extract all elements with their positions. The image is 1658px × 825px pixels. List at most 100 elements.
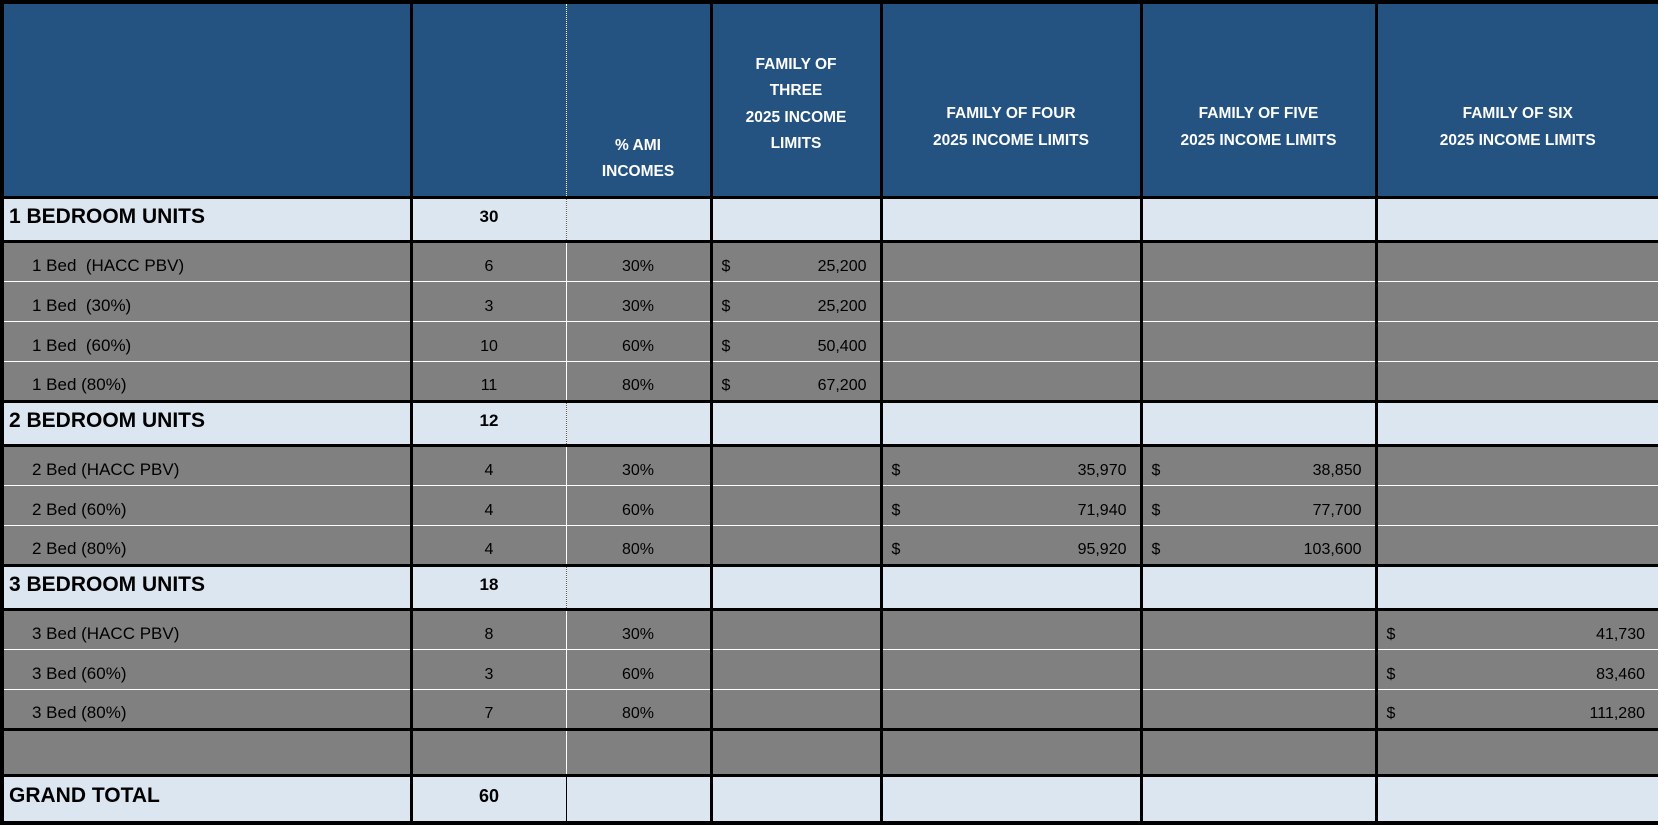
unit-count-cell[interactable]: 18 (409, 563, 566, 611)
row-label-cell[interactable]: 1 Bed (30%) (2, 280, 411, 321)
income-cell-f5[interactable] (1139, 773, 1376, 823)
income-cell-f5[interactable] (1139, 563, 1376, 611)
row-label-cell[interactable]: 3 Bed (60%) (2, 648, 411, 689)
income-cell-f3[interactable] (709, 399, 881, 447)
ami-percent-cell[interactable]: 80% (565, 688, 711, 729)
ami-percent-cell[interactable]: 60% (565, 648, 711, 689)
unit-count-cell[interactable]: 3 (409, 648, 566, 689)
income-cell-f5[interactable] (1139, 688, 1376, 729)
income-cell-f6[interactable] (1374, 727, 1658, 775)
ami-percent-cell[interactable] (565, 399, 711, 447)
income-cell-f6[interactable] (1374, 399, 1658, 447)
income-cell-f3[interactable] (709, 563, 881, 611)
ami-percent-cell[interactable]: 60% (565, 320, 711, 361)
income-cell-f6[interactable]: $111,280 (1374, 688, 1658, 729)
row-label-cell[interactable]: 3 Bed (80%) (2, 688, 411, 729)
income-cell-f6[interactable] (1374, 240, 1658, 281)
income-cell-f5[interactable] (1139, 608, 1376, 649)
unit-count-cell[interactable]: 8 (409, 608, 566, 649)
header-cell-family-of-six[interactable]: FAMILY OF SIX 2025 INCOME LIMITS (1374, 2, 1658, 199)
unit-count-cell[interactable]: 3 (409, 280, 566, 321)
header-cell-count[interactable] (409, 2, 566, 199)
income-cell-f3[interactable] (709, 444, 881, 485)
income-cell-f3[interactable]: $67,200 (709, 360, 881, 401)
income-cell-f3[interactable] (709, 195, 881, 243)
header-cell-ami-incomes[interactable]: % AMI INCOMES (565, 2, 711, 199)
row-label-cell[interactable]: 1 Bed (60%) (2, 320, 411, 361)
ami-percent-cell[interactable]: 30% (565, 280, 711, 321)
income-cell-f5[interactable] (1139, 240, 1376, 281)
income-cell-f4[interactable]: $71,940 (879, 484, 1141, 525)
income-cell-f3[interactable] (709, 727, 881, 775)
income-cell-f5[interactable]: $77,700 (1139, 484, 1376, 525)
income-cell-f4[interactable]: $95,920 (879, 524, 1141, 565)
unit-count-cell[interactable]: 4 (409, 524, 566, 565)
income-cell-f3[interactable]: $25,200 (709, 240, 881, 281)
income-cell-f4[interactable] (879, 688, 1141, 729)
income-cell-f5[interactable] (1139, 195, 1376, 243)
row-label-cell[interactable]: 3 BEDROOM UNITS (2, 563, 411, 611)
ami-percent-cell[interactable]: 30% (565, 608, 711, 649)
income-cell-f3[interactable]: $25,200 (709, 280, 881, 321)
income-cell-f3[interactable] (709, 484, 881, 525)
header-cell-label[interactable] (2, 2, 411, 199)
income-cell-f6[interactable] (1374, 773, 1658, 823)
ami-percent-cell[interactable] (565, 773, 711, 823)
ami-percent-cell[interactable] (565, 195, 711, 243)
income-cell-f6[interactable]: $41,730 (1374, 608, 1658, 649)
row-label-cell[interactable]: GRAND TOTAL (2, 773, 411, 823)
income-cell-f5[interactable]: $103,600 (1139, 524, 1376, 565)
income-cell-f6[interactable] (1374, 484, 1658, 525)
income-cell-f4[interactable] (879, 648, 1141, 689)
unit-count-cell[interactable] (409, 727, 566, 775)
unit-count-cell[interactable]: 4 (409, 484, 566, 525)
income-cell-f5[interactable] (1139, 320, 1376, 361)
income-cell-f6[interactable] (1374, 280, 1658, 321)
income-cell-f4[interactable]: $35,970 (879, 444, 1141, 485)
income-cell-f5[interactable]: $38,850 (1139, 444, 1376, 485)
row-label-cell[interactable]: 1 BEDROOM UNITS (2, 195, 411, 243)
income-cell-f6[interactable] (1374, 524, 1658, 565)
income-cell-f3[interactable] (709, 648, 881, 689)
row-label-cell[interactable]: 1 Bed (HACC PBV) (2, 240, 411, 281)
unit-count-cell[interactable]: 7 (409, 688, 566, 729)
income-cell-f4[interactable] (879, 727, 1141, 775)
income-cell-f4[interactable] (879, 608, 1141, 649)
income-cell-f4[interactable] (879, 360, 1141, 401)
income-cell-f3[interactable] (709, 773, 881, 823)
income-cell-f5[interactable] (1139, 360, 1376, 401)
row-label-cell[interactable]: 2 Bed (HACC PBV) (2, 444, 411, 485)
income-cell-f3[interactable] (709, 608, 881, 649)
unit-count-cell[interactable]: 12 (409, 399, 566, 447)
header-cell-family-of-four[interactable]: FAMILY OF FOUR 2025 INCOME LIMITS (879, 2, 1141, 199)
row-label-cell[interactable]: 2 Bed (80%) (2, 524, 411, 565)
ami-percent-cell[interactable]: 60% (565, 484, 711, 525)
income-cell-f6[interactable] (1374, 320, 1658, 361)
income-cell-f6[interactable] (1374, 195, 1658, 243)
ami-percent-cell[interactable] (565, 563, 711, 611)
row-label-cell[interactable]: 1 Bed (80%) (2, 360, 411, 401)
ami-percent-cell[interactable]: 80% (565, 360, 711, 401)
income-cell-f6[interactable]: $83,460 (1374, 648, 1658, 689)
ami-percent-cell[interactable]: 30% (565, 240, 711, 281)
unit-count-cell[interactable]: 10 (409, 320, 566, 361)
income-cell-f4[interactable] (879, 399, 1141, 447)
ami-percent-cell[interactable] (565, 727, 711, 775)
income-cell-f6[interactable] (1374, 360, 1658, 401)
income-cell-f3[interactable] (709, 524, 881, 565)
income-cell-f5[interactable] (1139, 648, 1376, 689)
income-cell-f4[interactable] (879, 280, 1141, 321)
unit-count-cell[interactable]: 4 (409, 444, 566, 485)
ami-percent-cell[interactable]: 80% (565, 524, 711, 565)
income-cell-f6[interactable] (1374, 563, 1658, 611)
income-cell-f5[interactable] (1139, 399, 1376, 447)
row-label-cell[interactable]: 3 Bed (HACC PBV) (2, 608, 411, 649)
income-cell-f4[interactable] (879, 773, 1141, 823)
row-label-cell[interactable]: 2 Bed (60%) (2, 484, 411, 525)
ami-percent-cell[interactable]: 30% (565, 444, 711, 485)
income-cell-f3[interactable] (709, 688, 881, 729)
income-cell-f4[interactable] (879, 563, 1141, 611)
unit-count-cell[interactable]: 30 (409, 195, 566, 243)
header-cell-family-of-three[interactable]: FAMILY OF THREE 2025 INCOME LIMITS (709, 2, 881, 199)
row-label-cell[interactable]: 2 BEDROOM UNITS (2, 399, 411, 447)
